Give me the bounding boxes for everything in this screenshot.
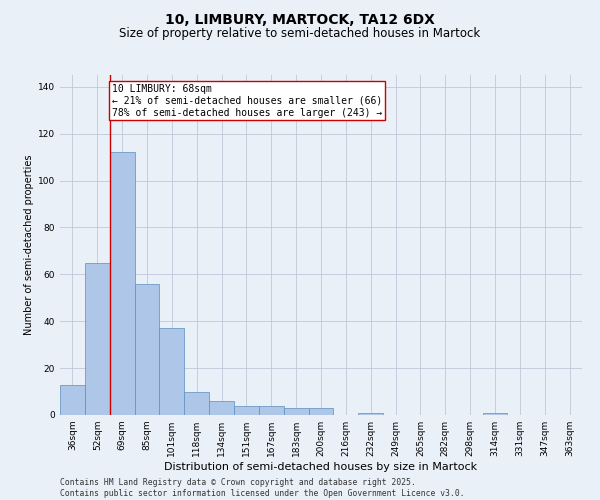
Bar bbox=[60, 384, 85, 415]
Bar bbox=[134, 284, 160, 415]
Y-axis label: Number of semi-detached properties: Number of semi-detached properties bbox=[24, 155, 34, 335]
Bar bbox=[284, 408, 308, 415]
Text: Size of property relative to semi-detached houses in Martock: Size of property relative to semi-detach… bbox=[119, 28, 481, 40]
Text: 10 LIMBURY: 68sqm
← 21% of semi-detached houses are smaller (66)
78% of semi-det: 10 LIMBURY: 68sqm ← 21% of semi-detached… bbox=[112, 84, 382, 117]
Bar bbox=[308, 408, 334, 415]
Bar bbox=[234, 406, 259, 415]
Bar bbox=[110, 152, 134, 415]
Bar bbox=[160, 328, 184, 415]
Text: Contains HM Land Registry data © Crown copyright and database right 2025.
Contai: Contains HM Land Registry data © Crown c… bbox=[60, 478, 464, 498]
Bar bbox=[358, 412, 383, 415]
X-axis label: Distribution of semi-detached houses by size in Martock: Distribution of semi-detached houses by … bbox=[164, 462, 478, 472]
Bar bbox=[482, 412, 508, 415]
Bar bbox=[184, 392, 209, 415]
Bar bbox=[259, 406, 284, 415]
Bar bbox=[209, 401, 234, 415]
Bar bbox=[85, 262, 110, 415]
Text: 10, LIMBURY, MARTOCK, TA12 6DX: 10, LIMBURY, MARTOCK, TA12 6DX bbox=[165, 12, 435, 26]
